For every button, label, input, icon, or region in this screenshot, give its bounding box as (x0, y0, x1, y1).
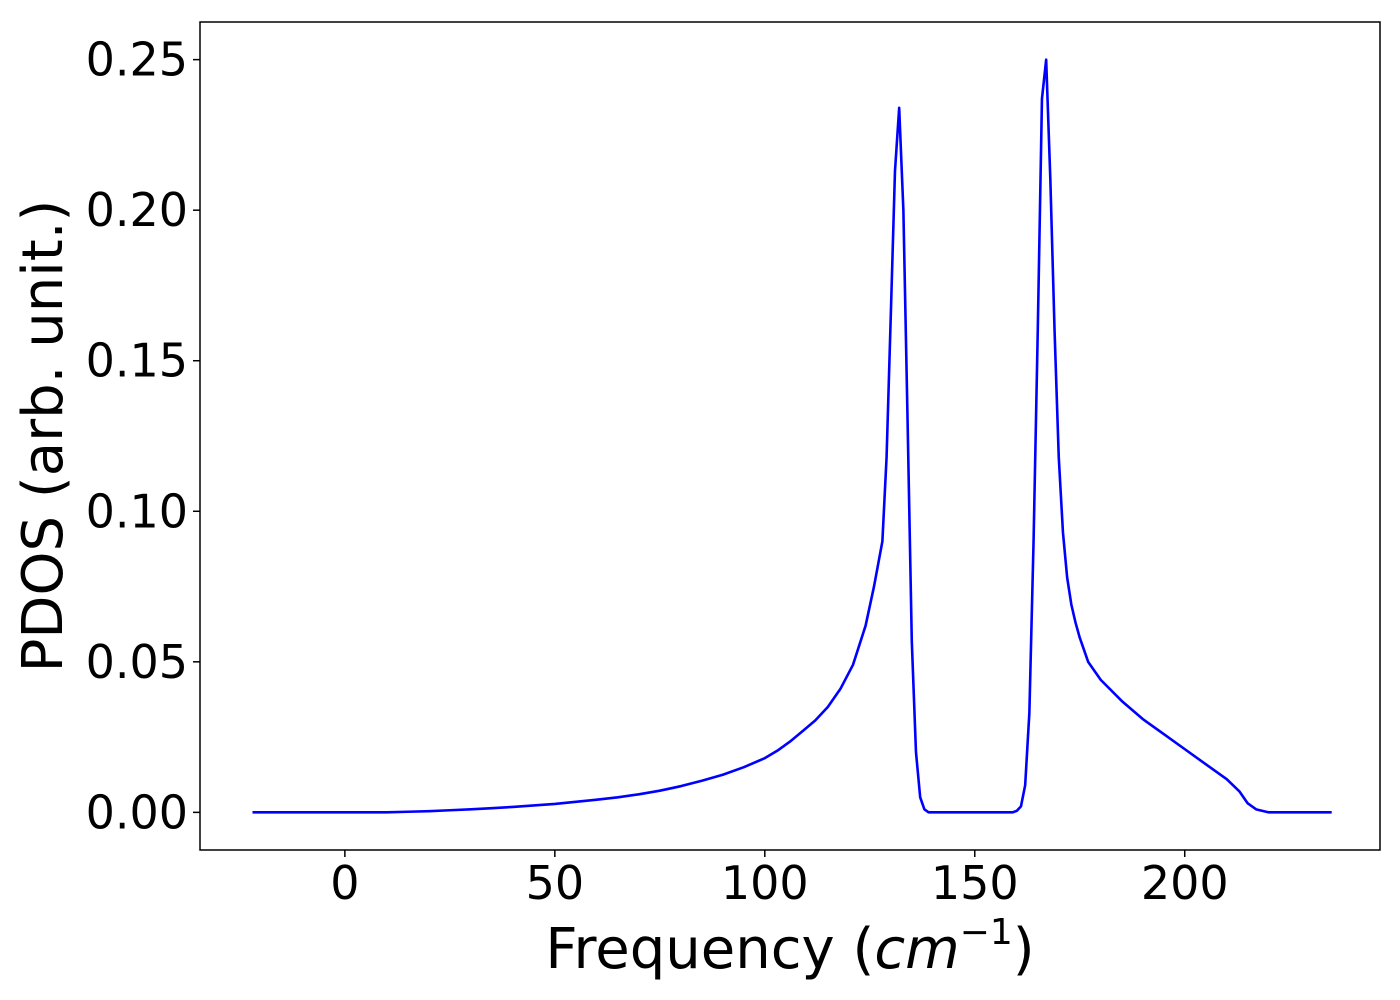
y-tick-label: 0.15 (86, 334, 188, 388)
x-axis-label-exponent: −1 (960, 912, 1013, 953)
x-tick-label: 100 (721, 856, 809, 910)
y-tick-label: 0.00 (86, 785, 188, 839)
x-tick-label: 0 (330, 856, 359, 910)
y-ticks: 0.00 0.05 0.10 0.15 0.20 0.25 (86, 33, 200, 839)
series-layer (252, 58, 1332, 814)
x-tick-label: 200 (1141, 856, 1229, 910)
y-tick-label: 0.20 (86, 183, 188, 237)
x-tick-label: 150 (931, 856, 1019, 910)
x-axis-label-suffix: ) (1013, 917, 1035, 982)
x-axis-label: Frequency (cm−1) (545, 912, 1034, 982)
pdos-series-line (252, 58, 1332, 814)
y-tick-label: 0.25 (86, 33, 188, 87)
x-ticks: 0 50 100 150 200 (330, 850, 1229, 910)
plot-area (199, 21, 1381, 851)
y-tick-label: 0.10 (86, 484, 188, 538)
axes-frame (199, 21, 1381, 851)
x-axis-label-unit: cm (874, 917, 959, 982)
x-axis-label-prefix: Frequency ( (545, 917, 874, 982)
y-axis-label: PDOS (arb. unit.) (11, 200, 76, 673)
y-tick-label: 0.05 (86, 635, 188, 689)
x-tick-label: 50 (526, 856, 585, 910)
